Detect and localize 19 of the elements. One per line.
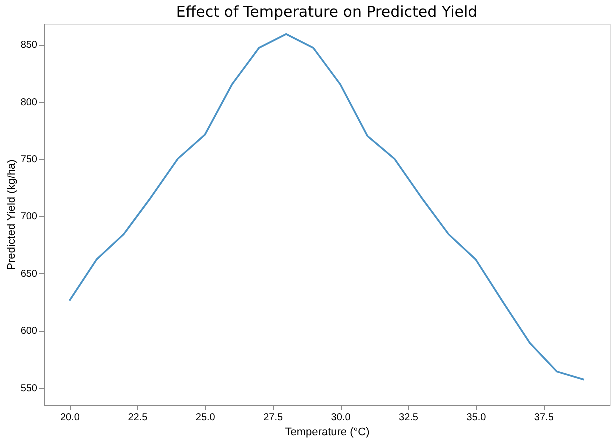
x-tick-label: 32.5 — [399, 412, 419, 424]
chart-title: Effect of Temperature on Predicted Yield — [176, 3, 478, 21]
y-tick-label: 750 — [20, 154, 38, 166]
line-series — [68, 33, 586, 381]
x-tick-label: 35.0 — [466, 412, 487, 424]
y-tick-label: 800 — [20, 97, 38, 108]
x-tick-label: 27.5 — [264, 412, 284, 424]
y-axis-title: Predicted Yield (kg/ha) — [6, 160, 18, 270]
y-tick-label: 850 — [20, 40, 38, 52]
y-tick-label: 600 — [20, 326, 38, 338]
x-tick-label: 22.5 — [128, 412, 148, 424]
y-tick-label: 550 — [20, 383, 38, 394]
x-tick-label: 25.0 — [196, 412, 216, 424]
y-tick-label: 700 — [20, 212, 38, 223]
y-tick-label: 650 — [20, 268, 38, 280]
x-tick-label: 37.5 — [534, 412, 554, 424]
x-axis-title: Temperature (°C) — [285, 426, 370, 438]
x-tick-label: 30.0 — [331, 412, 352, 424]
x-tick-label: 20.0 — [60, 412, 80, 424]
